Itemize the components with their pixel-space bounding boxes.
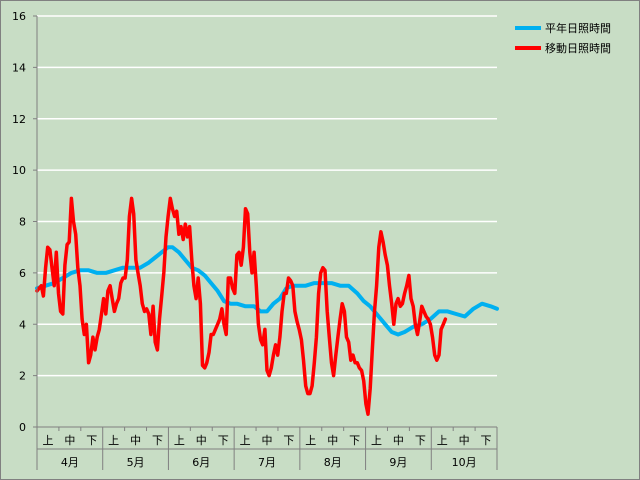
x-period-label: 中 bbox=[393, 434, 404, 447]
legend-label-moving: 移動日照時間 bbox=[545, 41, 611, 55]
x-month-label: 4月 bbox=[61, 456, 79, 469]
x-period-label: 中 bbox=[64, 434, 75, 447]
x-month-label: 5月 bbox=[127, 456, 145, 469]
x-month-label: 10月 bbox=[452, 456, 477, 469]
series-line-normal bbox=[35, 245, 499, 337]
y-tick-label: 6 bbox=[19, 267, 26, 280]
legend: 平年日照時間 移動日照時間 bbox=[515, 21, 611, 55]
gridlines bbox=[37, 15, 497, 377]
x-period-label: 中 bbox=[262, 434, 273, 447]
y-tick-label: 10 bbox=[12, 164, 26, 177]
x-period-label: 下 bbox=[415, 434, 426, 447]
x-period-label: 下 bbox=[349, 434, 360, 447]
x-period-label: 下 bbox=[152, 434, 163, 447]
y-tick-label: 2 bbox=[19, 370, 26, 383]
x-period-label: 中 bbox=[130, 434, 141, 447]
y-tick-label: 4 bbox=[19, 318, 26, 331]
series-line-moving bbox=[35, 196, 448, 416]
y-tick-label: 0 bbox=[19, 421, 26, 434]
x-period-label: 中 bbox=[459, 434, 470, 447]
x-period-label: 上 bbox=[371, 434, 382, 447]
x-period-label: 上 bbox=[240, 434, 251, 447]
legend-label-normal: 平年日照時間 bbox=[545, 21, 611, 35]
y-tick-label: 8 bbox=[19, 216, 26, 229]
x-period-label: 下 bbox=[481, 434, 492, 447]
y-tick-label: 14 bbox=[12, 61, 26, 74]
x-axis-categories: 上中下4月上中下5月上中下6月上中下7月上中下8月上中下9月上中下10月 bbox=[36, 427, 498, 470]
x-period-label: 下 bbox=[218, 434, 229, 447]
y-axis-ticks: 0 2 4 6 8 10 12 14 16 bbox=[12, 10, 37, 434]
y-tick-label: 12 bbox=[12, 113, 26, 126]
x-period-label: 中 bbox=[327, 434, 338, 447]
y-tick-label: 16 bbox=[12, 10, 26, 23]
x-period-label: 上 bbox=[174, 434, 185, 447]
x-period-label: 中 bbox=[196, 434, 207, 447]
series-lines bbox=[35, 196, 499, 416]
x-period-label: 上 bbox=[437, 434, 448, 447]
x-month-label: 8月 bbox=[324, 456, 342, 469]
x-period-label: 上 bbox=[305, 434, 316, 447]
x-period-label: 上 bbox=[42, 434, 53, 447]
x-period-label: 下 bbox=[283, 434, 294, 447]
x-period-label: 下 bbox=[86, 434, 97, 447]
x-month-label: 9月 bbox=[389, 456, 407, 469]
x-month-label: 7月 bbox=[258, 456, 276, 469]
x-period-label: 上 bbox=[108, 434, 119, 447]
x-month-label: 6月 bbox=[192, 456, 210, 469]
